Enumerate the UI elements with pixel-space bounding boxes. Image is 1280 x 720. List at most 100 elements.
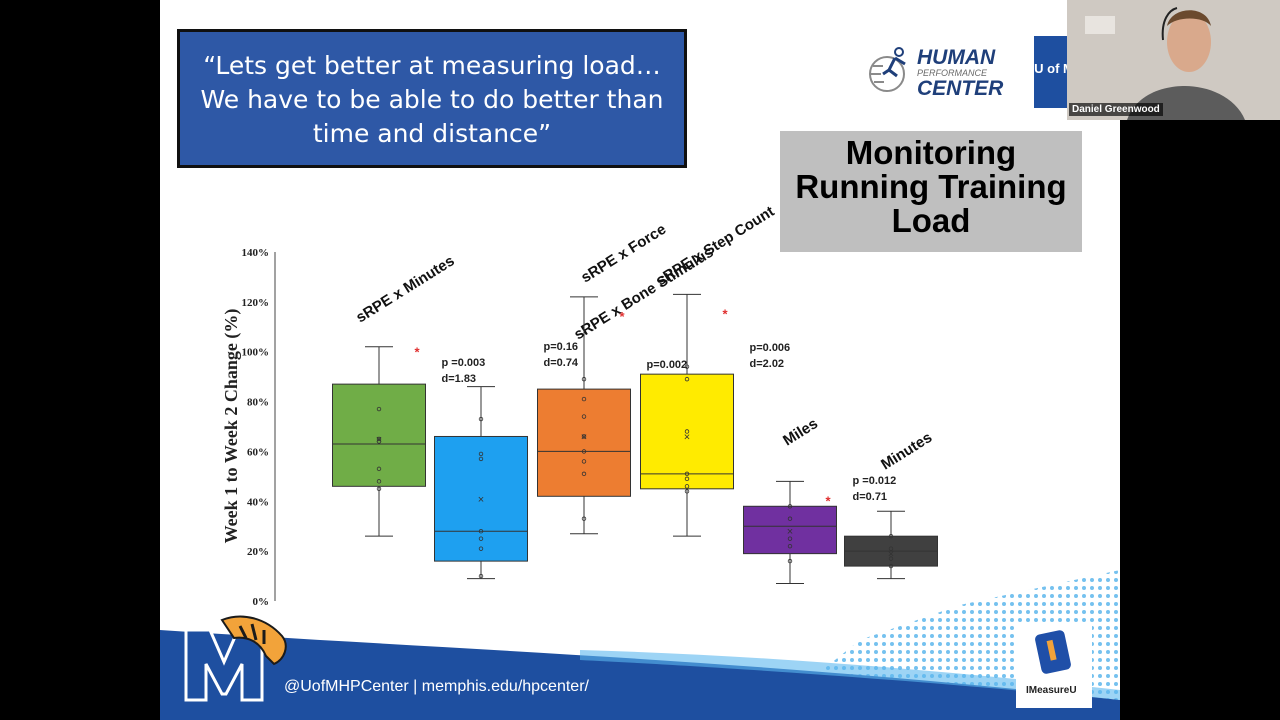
speaker-video-image [1067,0,1280,120]
data-point [581,459,587,464]
imeasureu-label: IMeasureU [1026,685,1077,696]
data-point [684,484,690,489]
y-tick-label: 140% [242,247,270,259]
y-tick-label: 80% [247,397,269,409]
y-tick-label: 40% [247,496,269,508]
data-point [787,536,793,541]
data-point [581,449,587,454]
data-point [376,486,382,492]
p-value-label: p =0.012 [853,475,897,487]
p-value-label: p=0.006 [750,342,791,354]
mean-marker: × [581,431,587,443]
category-label: sRPE x Minutes [353,252,457,326]
y-tick-label: 20% [247,546,269,558]
data-point [787,558,793,564]
mean-marker: × [888,549,894,561]
box [640,373,734,490]
data-point [478,573,484,579]
mean-marker: × [376,434,382,446]
data-point [581,434,587,439]
logo-text-performance: PERFORMANCE [917,68,988,78]
data-point [684,489,690,494]
title-line: Running Training [795,168,1067,205]
y-tick-label: 60% [247,446,269,458]
p-value-label: p=0.16 [544,341,579,353]
p-value-label: p=0.002 [647,359,688,371]
data-point [376,406,382,412]
data-point [376,439,382,444]
data-point [888,546,894,551]
effect-size-label: d=2.02 [750,358,785,370]
participant-name-label: Daniel Greenwood [1069,103,1163,116]
data-point [581,516,587,521]
data-point [888,556,894,561]
box-plot-chart: 0% 20% 40% 60% 80% 100% 120% 140% Week 1 to Week… [221,203,938,608]
box [537,388,631,497]
y-tick-label: 100% [242,347,270,359]
presentation-slide: “Lets get better at measuring load… We h… [160,0,1120,720]
memphis-tigers-logo [184,615,287,702]
data-point [478,451,484,457]
quote-box: “Lets get better at measuring load… We h… [177,29,687,168]
p-value-label: p =0.003 [442,357,486,369]
box [743,505,837,555]
effect-size-label: d=0.71 [853,491,888,503]
participant-video-tile: Daniel Greenwood [1067,0,1280,120]
significance-star: * [619,309,625,324]
data-point [581,471,587,477]
category-label: sRPE x Step Count [653,203,777,289]
footer-wave-blue [160,630,1120,720]
data-point [888,533,894,539]
imu-device-icon [1035,630,1071,674]
data-point [376,479,382,484]
title-line: Load [891,202,971,239]
data-point [581,396,587,402]
data-point [684,364,690,369]
runner-icon [869,47,906,92]
logo-text-human: HUMAN [917,46,996,69]
data-point [581,376,587,382]
effect-size-label: d=0.74 [544,357,579,369]
box-group: × * p =0.012 d=0.71 Miles [743,415,897,585]
slide-title: Monitoring Running Training Load [780,131,1082,252]
imeasureu-logo: IMeasureU [1016,626,1092,708]
data-point [478,416,484,422]
data-point [478,546,484,551]
data-point [684,429,690,434]
data-point [581,414,587,419]
data-point [684,476,690,482]
quote-line: We have to be able to do better than [200,85,664,114]
significance-star: * [825,493,831,508]
category-label: Miles [780,415,821,449]
data-point [478,529,484,534]
footer-social-link: @UofMHPCenter | memphis.edu/hpcenter/ [284,678,589,695]
mean-marker: × [478,494,484,506]
footer-wave-light [580,650,1120,700]
data-point [376,436,382,442]
data-point [478,456,484,462]
data-point [787,543,793,549]
significance-star: * [722,306,728,321]
logo-text-center: CENTER [917,77,1004,100]
y-axis-label: Week 1 to Week 2 Change (%) [221,309,242,544]
quote-line: time and distance” [312,119,552,148]
data-point [478,536,484,541]
y-tick-label: 120% [242,297,270,309]
effect-size-label: d=1.83 [442,373,477,385]
human-performance-center-logo: HUMAN PERFORMANCE CENTER [865,44,1015,100]
um-logo-text: U of M [1034,61,1074,76]
quote-line: “Lets get better at measuring load… [203,51,661,80]
category-label: Minutes [878,429,935,473]
mean-marker: × [684,431,690,443]
data-point [888,563,894,569]
y-tick-label: 0% [253,596,270,608]
box-group: × Minutes [844,429,938,580]
title-line: Monitoring [845,134,1017,171]
data-point [787,516,793,521]
mean-marker: × [787,526,793,538]
data-point [787,504,793,509]
data-point [684,471,690,477]
data-point [684,376,690,382]
box [332,383,426,487]
significance-star: * [414,345,420,360]
